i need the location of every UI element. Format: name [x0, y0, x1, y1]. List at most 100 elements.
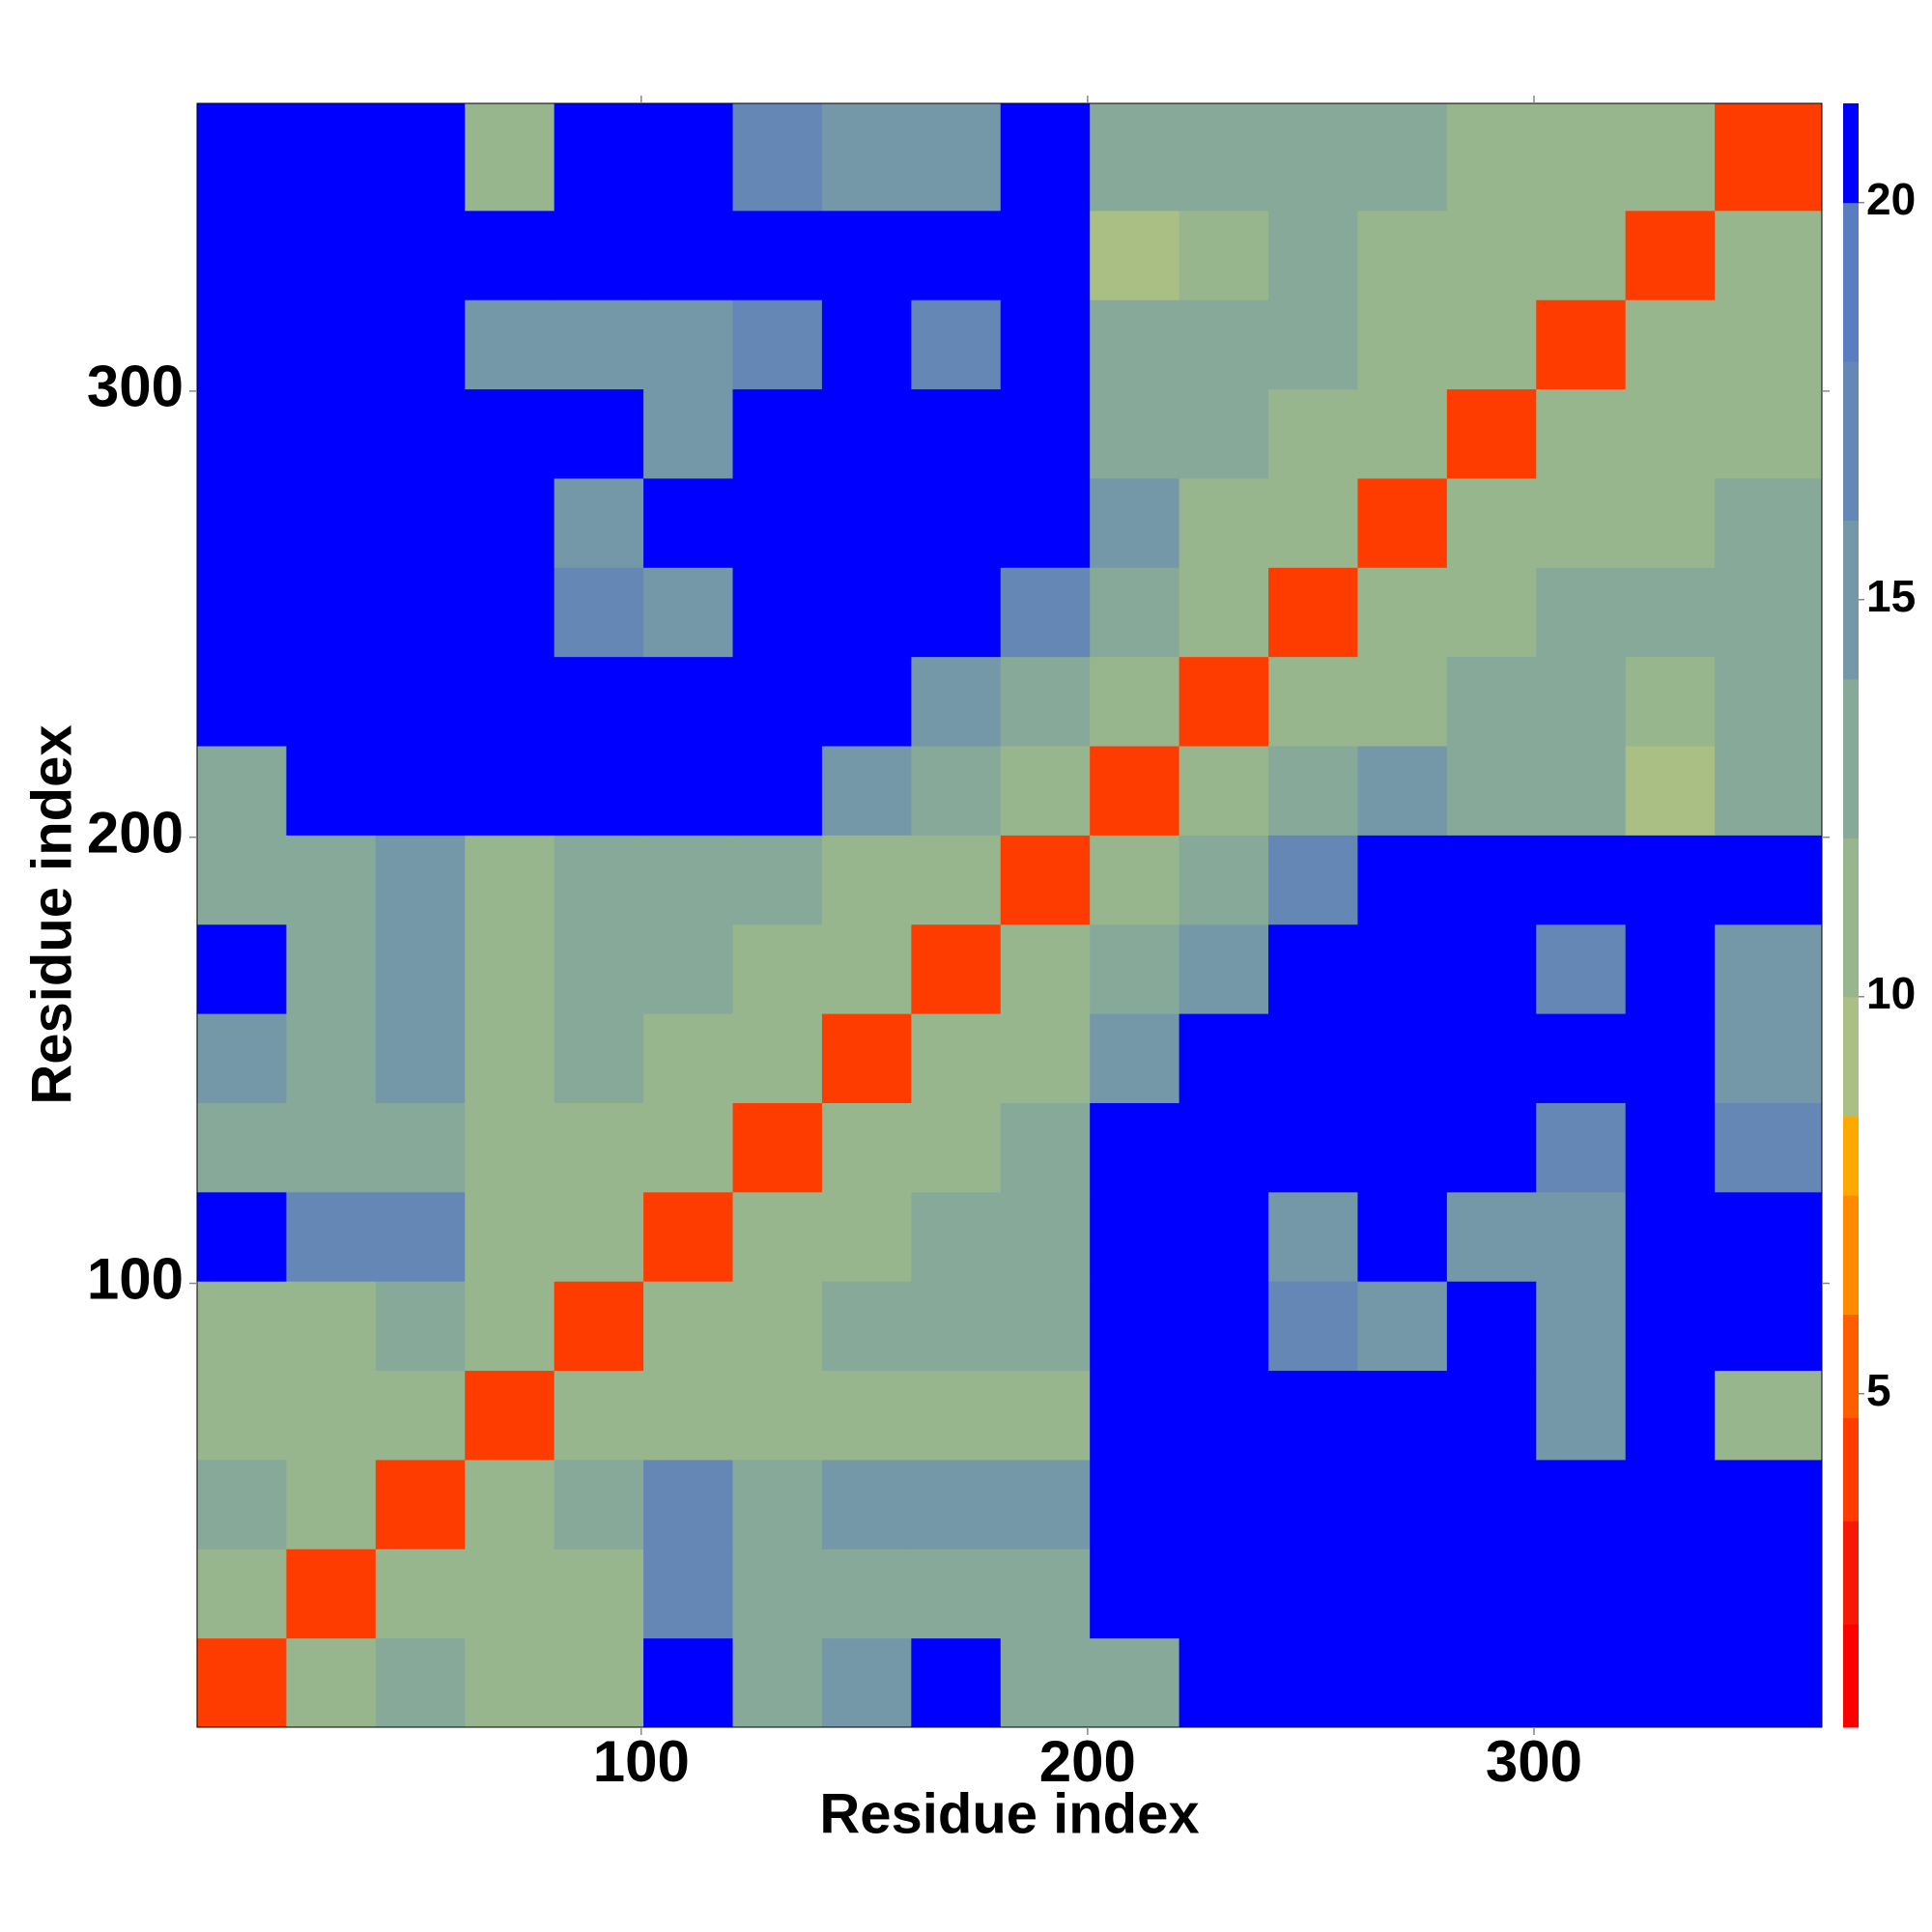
heatmap-cell	[375, 923, 466, 1014]
heatmap-cell	[1000, 1102, 1091, 1193]
heatmap-cell	[1000, 1459, 1091, 1549]
heatmap-cell	[732, 1370, 823, 1461]
heatmap-cell	[732, 299, 823, 390]
heatmap-cell	[1268, 388, 1358, 479]
colorbar-tick-label: 5	[1866, 1365, 1891, 1415]
colorbar-tick-label: 15	[1866, 571, 1916, 621]
heatmap-cell	[1000, 1013, 1091, 1103]
heatmap-cell	[1715, 567, 1823, 658]
heatmap-cell	[643, 835, 734, 925]
heatmap-cell	[1357, 1459, 1448, 1549]
heatmap-cell	[1090, 1281, 1180, 1372]
heatmap-cell	[197, 103, 287, 212]
heatmap-cell	[554, 567, 644, 658]
heatmap-cell	[643, 567, 734, 658]
heatmap-cell	[821, 1370, 912, 1461]
heatmap-cell	[821, 1281, 912, 1372]
heatmap-cell	[286, 656, 377, 747]
heatmap-cell	[643, 210, 734, 300]
heatmap-cell	[1357, 1281, 1448, 1372]
heatmap-cell	[643, 1191, 734, 1282]
heatmap-cell	[1446, 210, 1537, 300]
heatmap-cell	[197, 1102, 287, 1193]
heatmap-cell	[1446, 1102, 1537, 1193]
heatmap-cell	[1536, 477, 1627, 568]
heatmap-cell	[643, 923, 734, 1014]
heatmap-cell	[1357, 1548, 1448, 1639]
heatmap-cell	[375, 299, 466, 390]
heatmap-cell	[1179, 567, 1269, 658]
heatmap-cell	[1179, 1637, 1269, 1728]
heatmap-cell	[911, 1548, 1002, 1639]
heatmap-cell	[1625, 1370, 1716, 1461]
heatmap-cell	[1268, 477, 1358, 568]
y-tick-label: 200	[87, 801, 184, 866]
heatmap-cell	[1179, 746, 1269, 836]
heatmap-cell	[732, 1281, 823, 1372]
heatmap-cell	[1090, 835, 1180, 925]
heatmap-cell	[465, 567, 555, 658]
heatmap-cell	[732, 1013, 823, 1103]
heatmap-cell	[375, 1191, 466, 1282]
heatmap-cell	[465, 1191, 555, 1282]
heatmap-cell	[1715, 835, 1823, 925]
heatmap-cell	[1000, 1548, 1091, 1639]
heatmap-cell	[375, 567, 466, 658]
heatmap-cell	[732, 567, 823, 658]
heatmap-cell	[1536, 1102, 1627, 1193]
heatmap-cell	[554, 746, 644, 836]
colorbar-segment	[1843, 1314, 1859, 1418]
heatmap-cell	[1090, 1637, 1180, 1728]
heatmap-cell	[1000, 103, 1091, 212]
heatmap-cell	[375, 477, 466, 568]
colorbar-segment	[1843, 103, 1859, 204]
heatmap-cell	[1446, 567, 1537, 658]
heatmap-cell	[197, 1013, 287, 1103]
heatmap-cell	[911, 923, 1002, 1014]
heatmap-cell	[554, 210, 644, 300]
heatmap-cell	[732, 477, 823, 568]
colorbar-segment	[1843, 1195, 1859, 1316]
heatmap-cell	[1715, 656, 1823, 747]
heatmap-cell	[1625, 1281, 1716, 1372]
heatmap-cell	[465, 1548, 555, 1639]
heatmap-cell	[465, 656, 555, 747]
heatmap-cell	[1090, 1102, 1180, 1193]
heatmap-cell	[1446, 299, 1537, 390]
y-tick-label: 300	[87, 355, 184, 419]
heatmap-cell	[197, 1191, 287, 1282]
heatmap-cell	[1090, 1459, 1180, 1549]
heatmap-cell	[1090, 210, 1180, 300]
heatmap-cell	[1090, 477, 1180, 568]
heatmap-cell	[1090, 746, 1180, 836]
heatmap-cell	[1268, 210, 1358, 300]
heatmap-cell	[821, 1102, 912, 1193]
heatmap-cell	[911, 746, 1002, 836]
heatmap-cell	[1446, 656, 1537, 747]
heatmap-cell	[1090, 1370, 1180, 1461]
heatmap-cell	[1536, 656, 1627, 747]
heatmap-cell	[732, 1637, 823, 1728]
heatmap-cell	[1536, 1637, 1627, 1728]
heatmap-cell	[465, 1637, 555, 1728]
heatmap-cell	[643, 746, 734, 836]
heatmap-cell	[1715, 388, 1823, 479]
heatmap-cell	[286, 923, 377, 1014]
heatmap-cell	[643, 1281, 734, 1372]
heatmap-cell	[1357, 567, 1448, 658]
heatmap-cell	[1268, 1013, 1358, 1103]
heatmap-cell	[643, 299, 734, 390]
heatmap-cell	[1715, 299, 1823, 390]
x-tick-label: 200	[1039, 1729, 1136, 1794]
heatmap-cell	[554, 835, 644, 925]
heatmap-cell	[554, 1191, 644, 1282]
heatmap-cell	[286, 1191, 377, 1282]
heatmap-cell	[1625, 299, 1716, 390]
heatmap-cell	[911, 103, 1002, 212]
heatmap-cell	[1179, 1459, 1269, 1549]
heatmap-cell	[465, 923, 555, 1014]
heatmap-cell	[465, 388, 555, 479]
heatmap-cell	[286, 103, 377, 212]
heatmap-cell	[286, 210, 377, 300]
heatmap-cell	[465, 1459, 555, 1549]
